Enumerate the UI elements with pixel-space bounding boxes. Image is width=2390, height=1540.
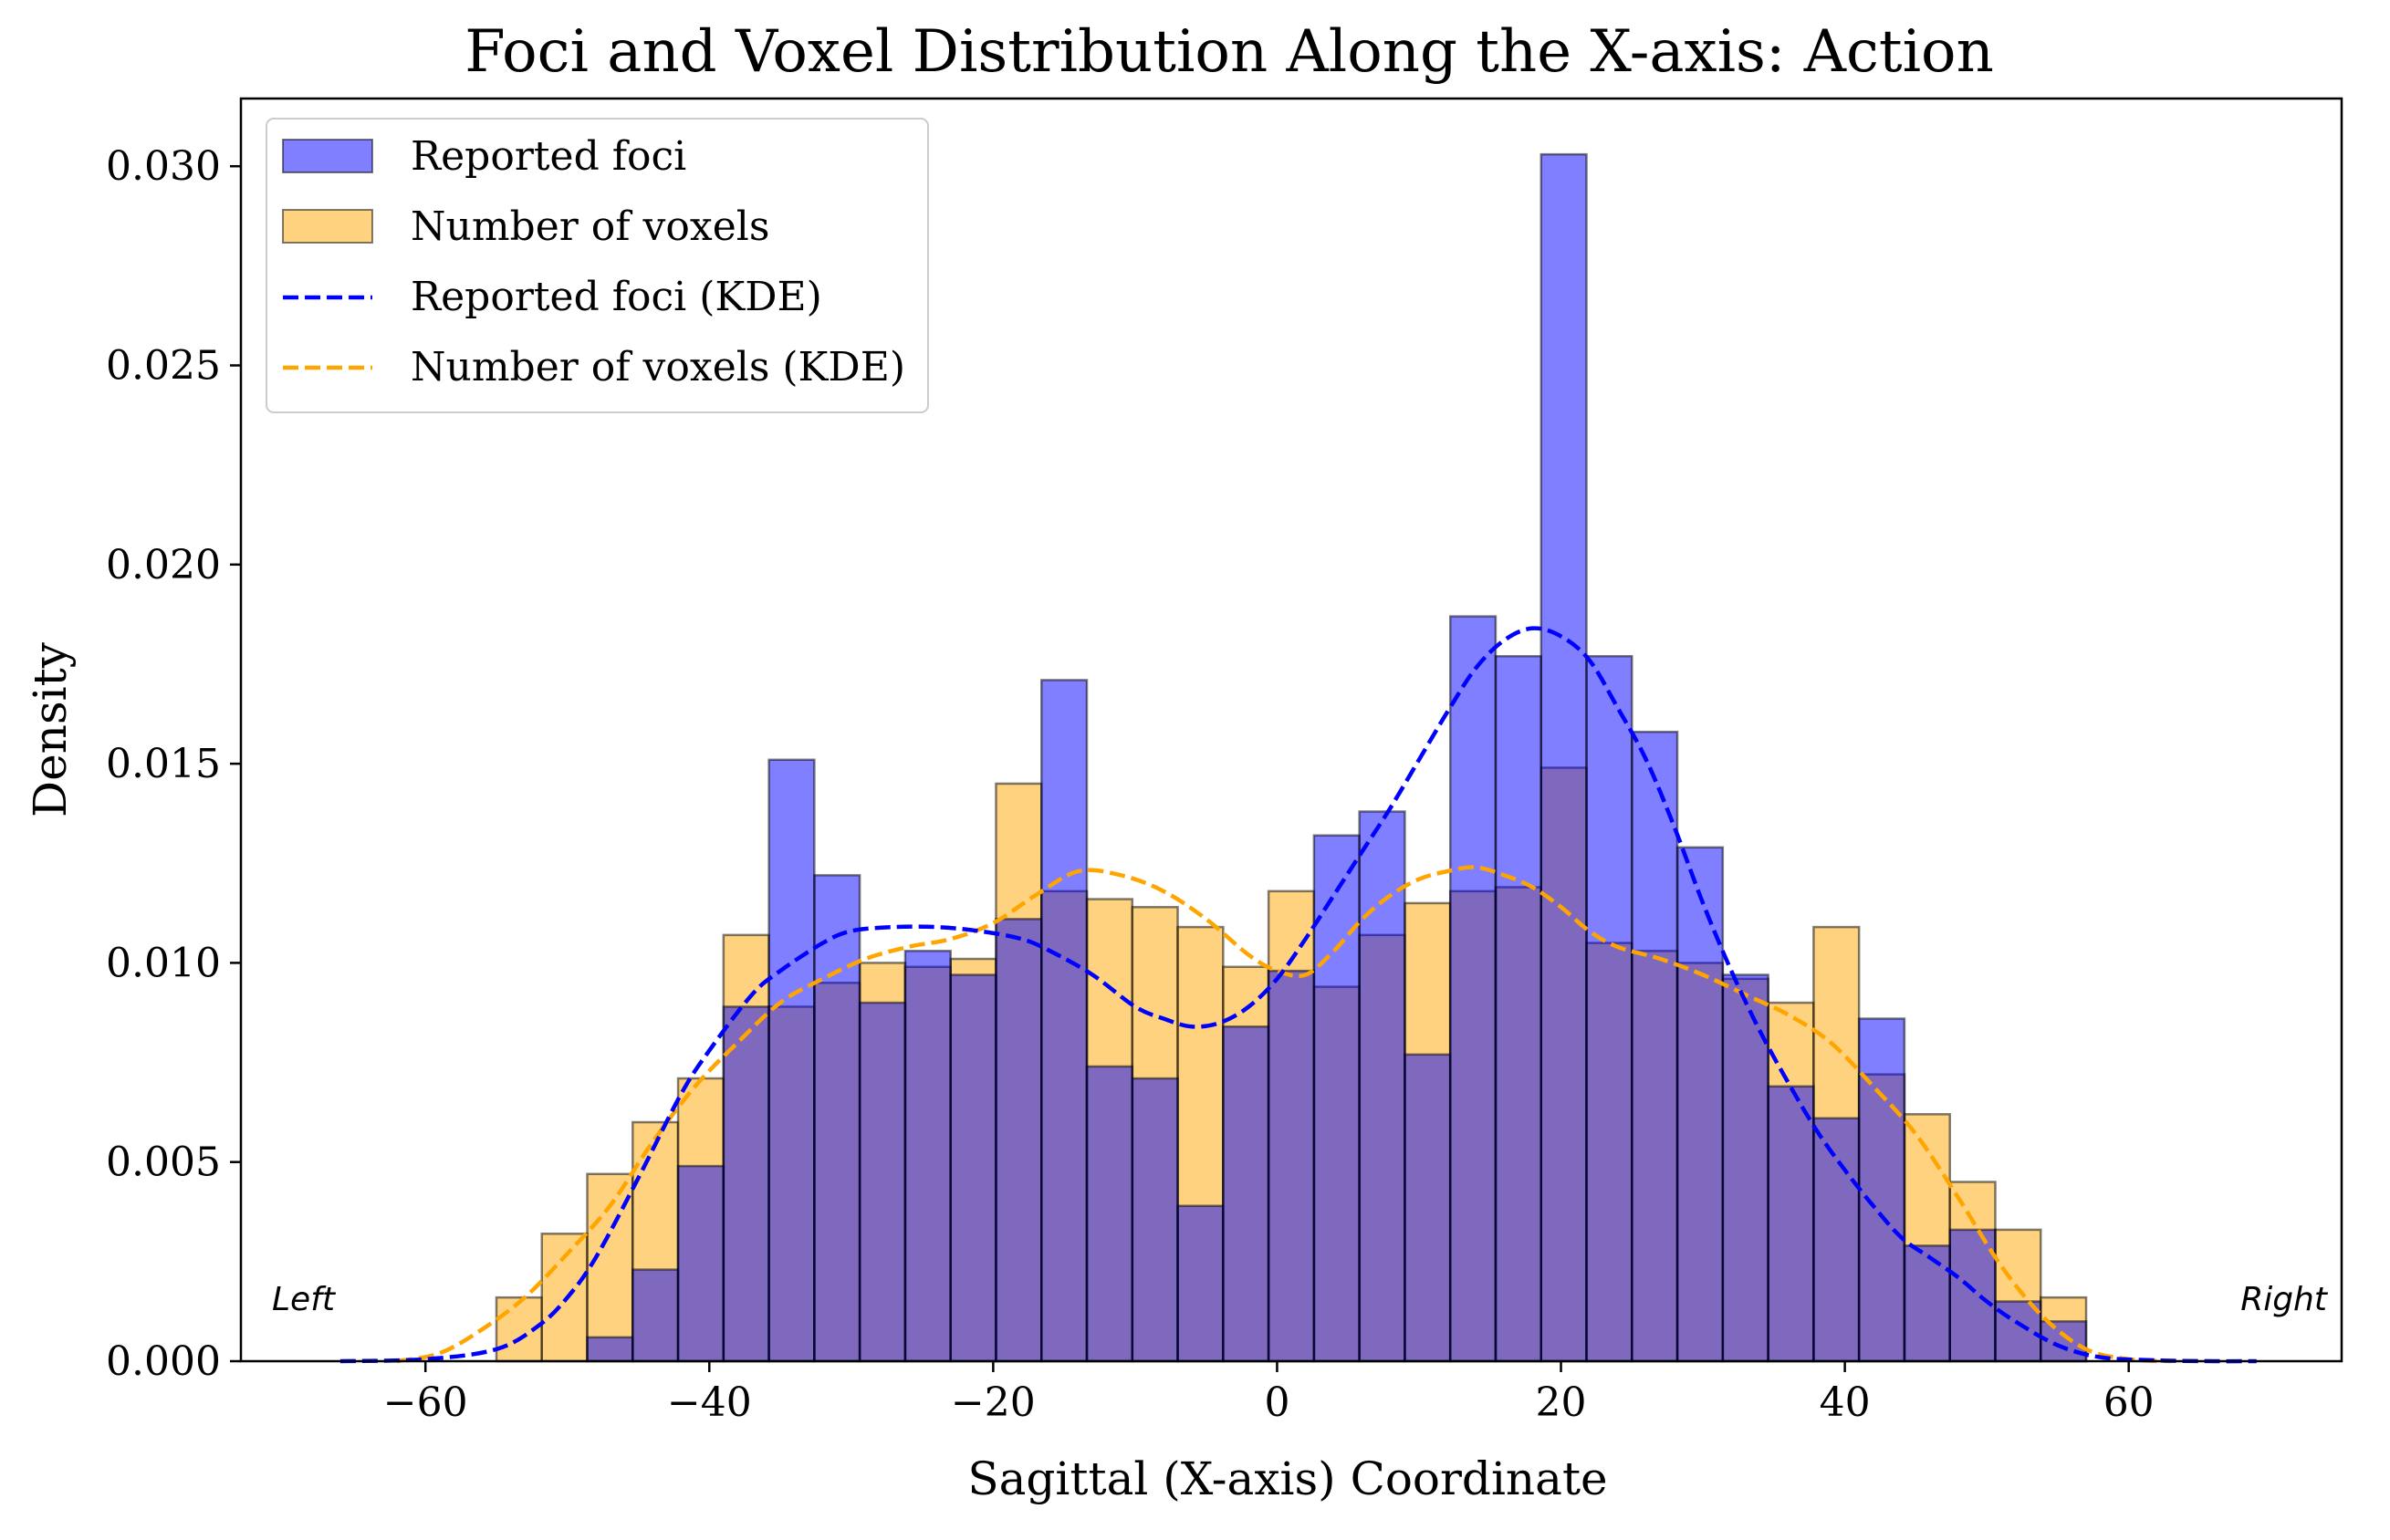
foci-hist-bar xyxy=(722,1005,770,1363)
y-axis-ticks: 0.000 0.005 0.010 0.015 0.020 0.025 0.030 xyxy=(106,143,241,1385)
annotation-left: Left xyxy=(272,1281,337,1318)
foci-hist-bar xyxy=(1948,1228,1997,1363)
foci-hist-bar xyxy=(1040,679,1089,1363)
y-tick-label: 0.025 xyxy=(106,343,221,390)
legend-swatch-voxels xyxy=(282,209,373,244)
x-tick-label: 0 xyxy=(1264,1379,1289,1426)
foci-hist-bar xyxy=(1131,1077,1179,1363)
voxels-kde-line xyxy=(396,865,2172,1364)
foci-hist-bar xyxy=(631,1268,680,1363)
legend-label-foci-kde: Reported foci (KDE) xyxy=(411,274,822,320)
legend-box xyxy=(266,118,929,413)
foci-hist-bar xyxy=(586,1336,634,1363)
foci-kde-line xyxy=(339,626,2257,1364)
y-tick-label: 0.000 xyxy=(106,1338,221,1385)
x-tick-label: −20 xyxy=(951,1379,1036,1426)
x-tick-label: 40 xyxy=(1820,1379,1871,1426)
foci-hist-bar xyxy=(1176,1204,1225,1363)
y-tick-label: 0.020 xyxy=(106,542,221,588)
foci-hist-bar xyxy=(858,1001,907,1363)
foci-hist-bar xyxy=(1085,1065,1134,1363)
legend: Reported foci Number of voxels Reported … xyxy=(266,118,929,413)
foci-hist-bar xyxy=(903,950,952,1363)
chart-title: Foci and Voxel Distribution Along the X-… xyxy=(464,18,1994,86)
foci-hist-bar xyxy=(995,918,1043,1363)
foci-hist-bar xyxy=(1631,730,1679,1363)
foci-hist-bar xyxy=(1812,1117,1861,1363)
foci-hist-bar xyxy=(1404,1053,1452,1363)
x-tick-label: 20 xyxy=(1536,1379,1587,1426)
foci-hist-bar xyxy=(813,874,861,1363)
foci-hist-bar xyxy=(1358,810,1406,1363)
foci-hist-bar xyxy=(2040,1320,2088,1363)
y-tick-label: 0.030 xyxy=(106,143,221,190)
foci-hist-bar xyxy=(1857,1017,1906,1363)
legend-label-voxels-kde: Number of voxels (KDE) xyxy=(411,344,905,390)
annotation-right: Right xyxy=(2240,1281,2329,1318)
legend-label-voxels: Number of voxels xyxy=(411,203,769,250)
foci-hist-bar xyxy=(1448,615,1498,1363)
foci-hist-bar xyxy=(1494,654,1542,1363)
y-tick-label: 0.010 xyxy=(106,940,221,986)
foci-hist-bar xyxy=(1539,152,1588,1363)
x-axis-label: Sagittal (X-axis) Coordinate xyxy=(967,1452,1607,1505)
y-tick-label: 0.005 xyxy=(106,1139,221,1186)
x-tick-label: 60 xyxy=(2103,1379,2155,1426)
voxels-hist-bar xyxy=(540,1233,589,1363)
foci-hist-bar xyxy=(1675,846,1725,1363)
foci-hist-bar xyxy=(676,1164,725,1363)
foci-hist-bar xyxy=(767,758,816,1363)
y-axis-label: Density xyxy=(24,641,77,817)
legend-swatch-foci xyxy=(282,139,373,173)
foci-hist-bar xyxy=(949,973,997,1363)
foci-hist-bar xyxy=(1267,969,1316,1363)
x-tick-label: −60 xyxy=(383,1379,468,1426)
kde-lines xyxy=(339,626,2257,1364)
foci-hist-bar xyxy=(1312,834,1361,1363)
foci-histogram xyxy=(586,152,2088,1363)
y-tick-label: 0.015 xyxy=(106,741,221,787)
foci-hist-bar xyxy=(1767,1085,1815,1363)
foci-hist-bar xyxy=(1585,654,1633,1363)
legend-label-foci: Reported foci xyxy=(411,133,686,180)
foci-hist-bar xyxy=(1222,1025,1270,1363)
foci-hist-bar xyxy=(1903,1244,1951,1363)
plot-frame xyxy=(239,97,2343,1363)
x-axis-ticks: −60 −40 −20 0 20 40 60 xyxy=(383,1361,2155,1426)
x-tick-label: −40 xyxy=(667,1379,752,1426)
